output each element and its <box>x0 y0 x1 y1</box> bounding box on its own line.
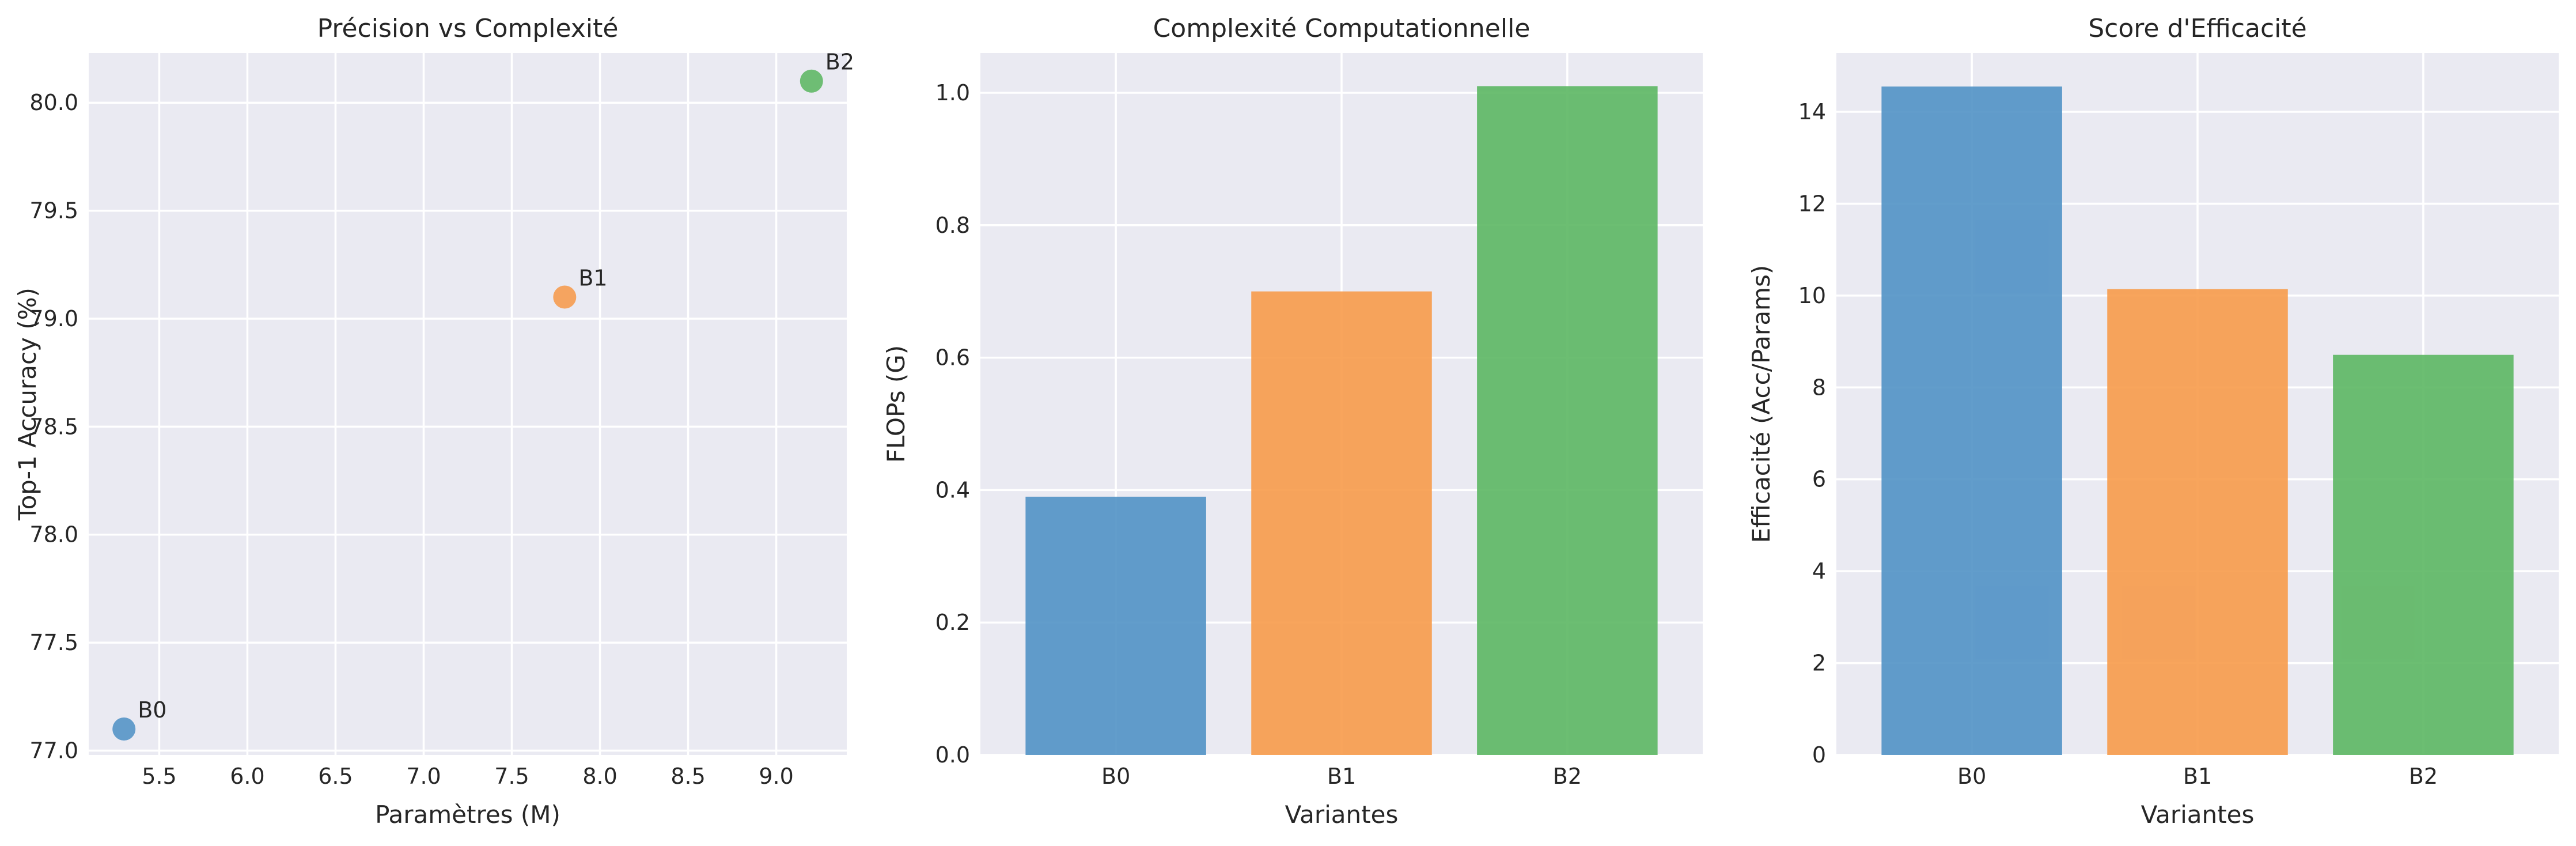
y-tick-label: 0.6 <box>935 345 970 371</box>
efficiency-bars <box>1881 86 2514 755</box>
bar-b0 <box>1025 496 1206 755</box>
chart-title-2: Complexité Computationnelle <box>1153 14 1531 43</box>
x-tick-label: 9.0 <box>759 764 793 789</box>
plot-area-1 <box>89 53 847 755</box>
x-tick-label: 6.5 <box>318 764 353 789</box>
y-tick-label: 8 <box>1812 375 1826 400</box>
x-tick-label: 8.5 <box>670 764 705 789</box>
x-tick-label: B2 <box>2409 764 2438 789</box>
grid-1 <box>89 53 847 755</box>
bar-b1 <box>1251 291 1432 755</box>
point-label-b0: B0 <box>138 697 166 723</box>
bar-b0 <box>1881 86 2062 755</box>
point-b2 <box>800 69 823 93</box>
panel-efficiency-score: B0 B1 B2 0 2 4 6 8 10 12 14 Score d'Efficacité Va… <box>1747 14 2559 829</box>
x-tick-labels-3: B0 B1 B2 <box>1957 764 2438 789</box>
y-tick-label: 77.5 <box>29 630 78 655</box>
y-tick-label: 12 <box>1798 191 1826 216</box>
y-tick-label: 14 <box>1798 99 1826 124</box>
y-tick-label: 79.5 <box>29 198 78 224</box>
y-tick-labels-1: 77.0 77.5 78.0 78.5 79.0 79.5 80.0 <box>29 90 78 763</box>
y-tick-label: 0.4 <box>935 477 970 503</box>
scatter-points: B0 B1 B2 <box>112 50 854 741</box>
y-tick-label: 6 <box>1812 467 1826 492</box>
panel-computational-complexity: B0 B1 B2 0.0 0.2 0.4 0.6 0.8 1.0 Complexité Com… <box>882 14 1703 829</box>
y-tick-labels-3: 0 2 4 6 8 10 12 14 <box>1798 99 1826 768</box>
x-tick-label: 7.0 <box>406 764 441 789</box>
y-tick-label: 78.0 <box>29 522 78 547</box>
x-tick-label: 6.0 <box>230 764 264 789</box>
y-axis-label-1: Top-1 Accuracy (%) <box>13 288 41 521</box>
y-tick-label: 79.0 <box>29 306 78 331</box>
y-tick-label: 4 <box>1812 558 1826 584</box>
point-label-b1: B1 <box>578 265 607 290</box>
bar-b1 <box>2107 289 2288 755</box>
x-axis-label-2: Variantes <box>1285 800 1399 829</box>
x-tick-labels-2: B0 B1 B2 <box>1101 764 1582 789</box>
y-axis-label-2: FLOPs (G) <box>882 345 910 463</box>
chart-title-1: Précision vs Complexité <box>317 14 619 43</box>
x-axis-label-3: Variantes <box>2141 800 2255 829</box>
point-b1 <box>553 285 577 309</box>
y-tick-label: 0 <box>1812 742 1826 768</box>
point-b0 <box>112 717 136 741</box>
y-tick-label: 77.0 <box>29 738 78 764</box>
panel-precision-vs-complexity: B0 B1 B2 5.5 6.0 6.5 7.0 7.5 8.0 8.5 9.0 77.0 77.5… <box>13 14 854 829</box>
y-tick-label: 0.2 <box>935 610 970 635</box>
x-tick-label: B0 <box>1101 764 1130 789</box>
y-tick-label: 80.0 <box>29 90 78 115</box>
x-tick-label: B1 <box>1327 764 1356 789</box>
y-tick-label: 10 <box>1798 283 1826 308</box>
x-tick-label: 8.0 <box>582 764 617 789</box>
y-axis-label-3: Efficacité (Acc/Params) <box>1747 265 1775 543</box>
x-tick-label: B1 <box>2183 764 2212 789</box>
x-tick-labels-1: 5.5 6.0 6.5 7.0 7.5 8.0 8.5 9.0 <box>142 764 794 789</box>
bar-b2 <box>2333 354 2514 755</box>
y-tick-labels-2: 0.0 0.2 0.4 0.6 0.8 1.0 <box>935 80 970 768</box>
y-tick-label: 78.5 <box>29 414 78 439</box>
x-tick-label: B2 <box>1553 764 1582 789</box>
y-tick-label: 0.8 <box>935 213 970 238</box>
y-tick-label: 0.0 <box>935 742 970 768</box>
x-tick-label: B0 <box>1957 764 1986 789</box>
x-axis-label-1: Paramètres (M) <box>375 800 560 829</box>
chart-title-3: Score d'Efficacité <box>2088 14 2306 43</box>
y-tick-label: 2 <box>1812 651 1826 676</box>
flops-bars <box>1025 86 1658 755</box>
point-label-b2: B2 <box>825 50 854 75</box>
bar-b2 <box>1477 86 1658 755</box>
y-tick-label: 1.0 <box>935 80 970 105</box>
x-tick-label: 7.5 <box>494 764 529 789</box>
x-tick-label: 5.5 <box>142 764 176 789</box>
